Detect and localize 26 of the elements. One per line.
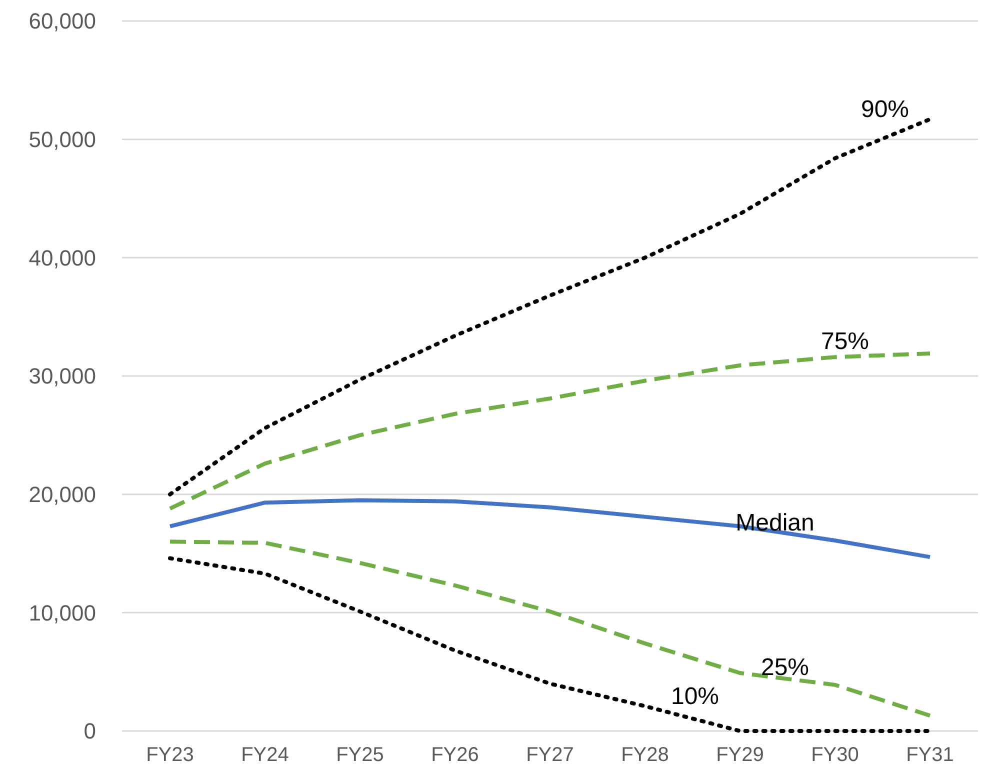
x-tick-label: FY25 <box>336 744 384 766</box>
line-series <box>168 352 932 511</box>
series-label: 75% <box>820 328 870 356</box>
x-tick-label: FY27 <box>526 744 574 766</box>
x-tick-label: FY28 <box>621 744 669 766</box>
y-tick-label: 10,000 <box>28 600 96 626</box>
series-label: 90% <box>860 96 910 124</box>
line-series <box>168 498 932 560</box>
y-tick-label: 0 <box>84 718 96 744</box>
x-tick-label: FY29 <box>716 744 764 766</box>
line-series <box>168 556 932 733</box>
line-series <box>168 540 932 718</box>
series-label: Median <box>736 509 814 536</box>
x-tick-label: FY23 <box>146 744 194 766</box>
series-label: 25% <box>760 654 810 681</box>
y-tick-label: 50,000 <box>28 127 96 152</box>
x-tick-label: FY24 <box>241 744 289 766</box>
x-tick-label: FY26 <box>431 744 479 766</box>
x-tick-label: FY31 <box>906 744 954 766</box>
y-tick-label: 30,000 <box>28 364 96 389</box>
y-tick-label: 40,000 <box>28 245 96 270</box>
series-label: 10% <box>670 683 720 710</box>
x-tick-label: FY30 <box>811 744 859 766</box>
y-tick-label: 60,000 <box>28 8 96 34</box>
line-series <box>168 117 932 496</box>
y-tick-label: 20,000 <box>28 482 96 508</box>
